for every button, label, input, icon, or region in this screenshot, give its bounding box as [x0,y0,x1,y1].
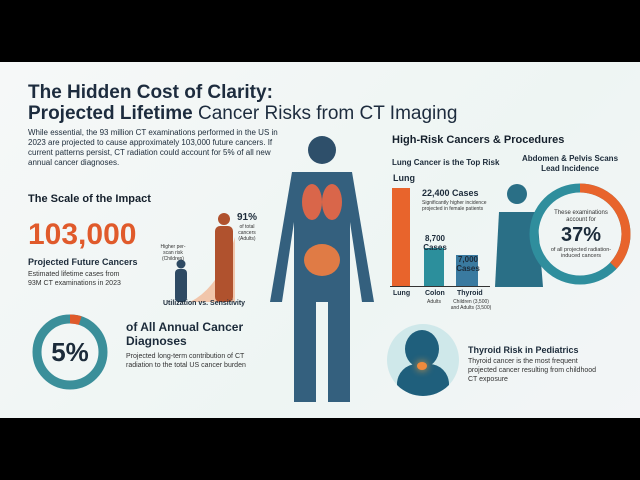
intro-text: While essential, the 93 million CT exami… [28,128,278,167]
scale-heading: The Scale of the Impact [28,193,151,205]
abdomen-heading: Abdomen & Pelvis Scans Lead Incidence [521,154,619,173]
lung-top-label: Lung [393,173,415,183]
adult-silhouette-icon [215,213,233,302]
abdomen-post: of all projected radiation-induced cance… [550,247,612,259]
bar-lung [392,188,410,286]
title-line2: Projected Lifetime Cancer Risks from CT … [28,103,457,124]
bar-colon [424,247,444,286]
colon-sub: Adults [427,299,441,305]
thyroid-axis-label: Thyroid [457,290,483,297]
abdomen-donut-slice [529,183,631,285]
annual-donut [32,314,108,390]
bar-chart [390,187,490,287]
child-silhouette-icon [175,259,187,302]
colon-cases: 8,700 Cases [423,234,447,252]
thyroid-sub: Children (3,500) and Adults (3,500) [450,299,492,311]
human-body-figure [270,136,374,402]
abdomen-graphic [495,183,631,287]
high-risk-heading: High-Risk Cancers & Procedures [392,134,565,146]
annual-title: of All Annual Cancer Diagnoses [126,320,244,348]
projected-label: Projected Future Cancers [28,257,138,267]
adult-pct: 91% [237,212,258,223]
lung-note: Significantly higher incidence projected… [422,200,487,212]
lung-cases: 22,400 Cases [422,188,479,198]
annual-desc: Projected long-term contribution of CT r… [126,353,246,369]
title-line1: The Hidden Cost of Clarity: [28,82,273,103]
donut-slice [32,314,108,390]
utilization-caption: Utilization vs. Sensitivity [163,300,246,307]
abdomen-pct: 37% [560,224,602,246]
child-label: Higher per-scan risk (Children) [160,244,186,262]
thyroid-title: Thyroid Risk in Pediatrics [468,345,579,355]
title-bold: Projected Lifetime [28,103,193,124]
adult-label: of total cancers (Adults) [238,224,256,242]
child-thyroid-image [387,324,459,396]
projected-desc: Estimated lifetime cases from 93M CT exa… [28,271,121,287]
annual-pct: 5% [51,337,89,367]
thyroid-cases: 7,000 Cases [456,255,480,273]
title-light: Cancer Risks from CT Imaging [198,103,458,124]
abdomen-pre: These examinations account for [554,210,608,223]
lung-axis-label: Lung [393,290,411,297]
bar-thyroid [456,255,478,286]
infographic: The Hidden Cost of Clarity: Projected Li… [0,62,640,418]
utilization-graphic [175,213,235,302]
thyroid-desc: Thyroid cancer is the most frequent proj… [468,358,597,383]
page-title: The Hidden Cost of Clarity: Projected Li… [28,82,457,124]
big-number: 103,000 [28,218,137,251]
colon-axis-label: Colon [425,290,445,297]
thyroid-glow-icon [417,362,427,370]
lung-heading: Lung Cancer is the Top Risk [392,158,500,167]
